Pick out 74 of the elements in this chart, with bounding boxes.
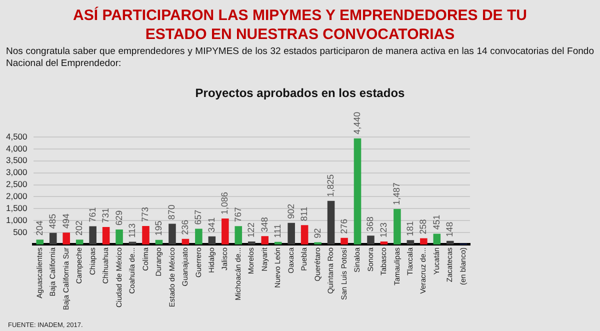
data-label: 204	[34, 220, 44, 236]
data-label: 258	[418, 219, 428, 234]
bar	[234, 226, 242, 244]
data-label: 111	[272, 224, 283, 238]
bar	[367, 236, 374, 244]
bar	[354, 138, 362, 244]
bar	[300, 225, 308, 244]
bar	[102, 227, 110, 244]
data-label: 657	[193, 210, 204, 225]
data-label: 181	[404, 221, 415, 236]
data-label: 1,825	[326, 174, 336, 197]
data-label: 92	[312, 228, 322, 238]
y-tick-label: 2,500	[6, 179, 28, 190]
y-tick-label: 500	[13, 226, 28, 237]
bar	[168, 224, 176, 244]
data-label: 341	[206, 217, 216, 232]
bar	[446, 240, 454, 244]
data-label: 1,086	[220, 192, 230, 215]
data-label: 485	[48, 214, 58, 229]
bar	[49, 232, 57, 244]
data-label: 731	[100, 208, 111, 224]
bar	[195, 228, 202, 244]
bar	[340, 238, 348, 244]
bar	[380, 242, 388, 244]
bar	[76, 240, 84, 244]
data-label: 451	[431, 214, 442, 230]
data-label: 629	[114, 210, 124, 226]
y-tick-label: 1,000	[6, 214, 28, 225]
bar	[327, 200, 335, 244]
y-tick-label: 4,500	[6, 131, 28, 142]
bar	[433, 234, 441, 244]
data-label: 870	[166, 204, 177, 220]
chart-subtitle: Nos congratula saber que emprendedores y MIPYMES de los 32 estados participaron de manera activa en las 14 convocatorias del Fondo Nacional del Emprendedor:	[5, 45, 595, 70]
data-label: 811	[299, 206, 310, 222]
data-label: 767	[232, 207, 243, 222]
data-label: 4,440	[352, 112, 362, 134]
bar	[182, 238, 190, 244]
bar	[261, 236, 269, 244]
bar	[406, 240, 414, 244]
data-label: 368	[365, 216, 376, 232]
bar	[394, 208, 401, 244]
text: Proyectos aprobados en los estados	[194, 86, 406, 100]
y-tick-label: 3,000	[6, 167, 28, 178]
chart-title: ASÍ PARTICIPARON LAS MIPYMES Y EMPRENDEDORES DE TU ESTADO EN NUESTRAS CONVOCATORIAS	[72, 6, 528, 44]
data-label: 148	[444, 222, 455, 237]
data-label: 1,487	[392, 182, 402, 205]
y-tick-label: 4,000	[6, 143, 28, 154]
bar	[222, 218, 229, 244]
data-label: 348	[259, 217, 270, 232]
data-label: 236	[180, 220, 190, 235]
bar	[62, 232, 70, 244]
data-label: 902	[286, 204, 296, 219]
bar	[142, 226, 150, 244]
data-label: 122	[246, 222, 256, 238]
y-tick-label: 3,500	[6, 155, 28, 166]
data-label: 113	[127, 223, 138, 238]
bar	[89, 226, 96, 244]
y-tick-label: 2,000	[6, 191, 28, 202]
data-label: 195	[153, 220, 164, 236]
data-label: 494	[60, 214, 71, 229]
bar	[288, 222, 295, 244]
data-label: 761	[87, 207, 98, 222]
bar	[420, 238, 428, 244]
bar	[155, 240, 163, 244]
bar	[274, 242, 282, 244]
data-label: 276	[338, 218, 349, 234]
bar	[116, 229, 123, 244]
data-label: 202	[74, 220, 84, 236]
data-label: 123	[378, 222, 388, 238]
bar	[208, 236, 216, 244]
y-tick-label: 1,500	[6, 202, 28, 213]
bar	[248, 242, 256, 244]
bar	[36, 240, 44, 244]
data-label: 773	[140, 206, 150, 222]
